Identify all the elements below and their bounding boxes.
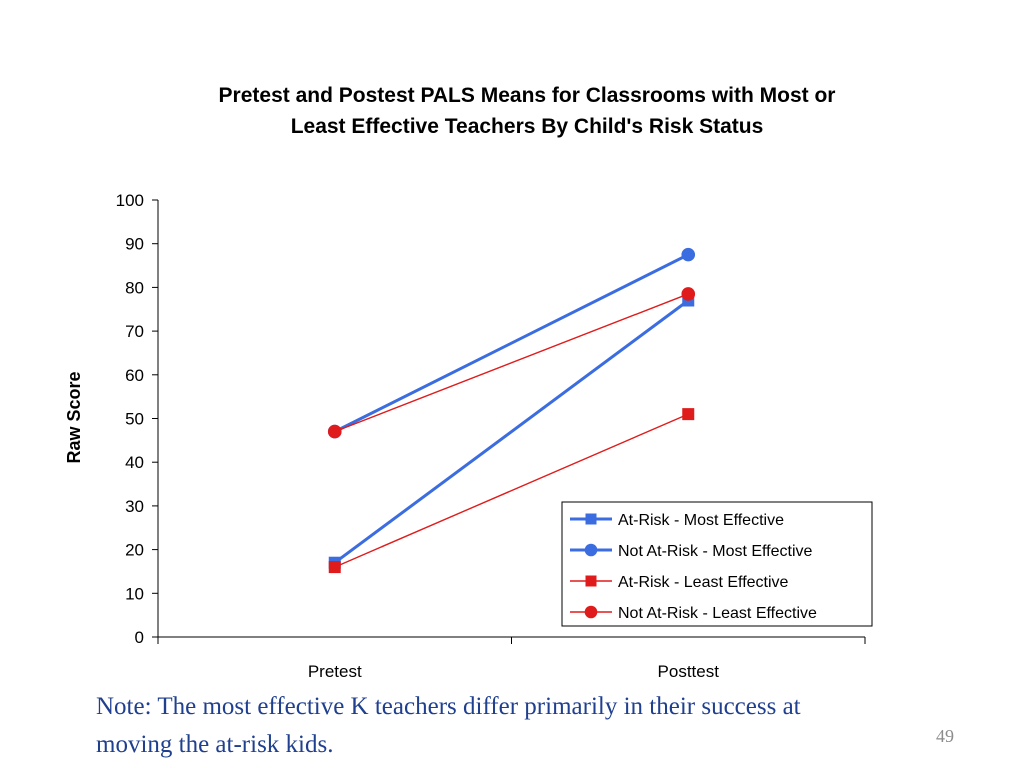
note-line-1: Note: The most effective K teachers diff… (96, 693, 801, 720)
y-axis-title: Raw Score (64, 371, 84, 463)
series-line-3 (334, 413, 689, 568)
x-tick-label: Posttest (658, 662, 720, 681)
line-chart: 0 10 20 30 40 50 60 70 80 90 100 Pretest Posttest Raw… (64, 191, 873, 681)
y-tick-label: 20 (125, 541, 144, 560)
chart-title: Pretest and Postest PALS Means for Class… (0, 80, 1024, 142)
chart-title-line-2: Least Effective Teachers By Child's Risk… (290, 115, 764, 138)
y-tick-label: 100 (116, 191, 144, 210)
slide-note: Note: The most effective K teachers diff… (96, 688, 916, 764)
legend-marker-3 (585, 575, 597, 587)
x-tick-label: Pretest (308, 662, 362, 681)
legend-label-2: Not At-Risk - Most Effective (618, 543, 813, 560)
y-tick-label: 10 (125, 584, 144, 603)
legend-marker-1 (585, 513, 597, 525)
data-point-series-4 (681, 287, 696, 301)
y-tick-label: 80 (125, 278, 144, 297)
legend-marker-2 (584, 543, 598, 557)
data-point-series-4 (327, 424, 342, 439)
note-line-2: moving the at-risk kids. (96, 731, 334, 758)
data-point-series-3 (328, 561, 341, 574)
y-tick-label: 60 (125, 366, 144, 385)
y-tick-label: 70 (125, 322, 144, 341)
legend-box (561, 501, 873, 627)
legend-label-1: At-Risk - Most Effective (618, 512, 784, 529)
y-tick-label: 30 (125, 497, 144, 516)
y-tick-label: 40 (125, 453, 144, 472)
series-line-2 (334, 253, 689, 433)
page-number: 49 (936, 726, 954, 746)
y-tick-label: 90 (125, 235, 144, 254)
series-line-1 (333, 299, 690, 564)
chart-title-line-1: Pretest and Postest PALS Means for Class… (218, 84, 836, 107)
y-tick-label: 50 (125, 410, 144, 429)
legend-label-3: At-Risk - Least Effective (618, 574, 789, 591)
data-point-series-3 (682, 408, 695, 421)
data-point-series-2 (681, 247, 696, 262)
legend-label-4: Not At-Risk - Least Effective (618, 605, 817, 622)
legend-marker-4 (584, 605, 598, 619)
y-tick-label: 0 (135, 628, 144, 647)
series-line-4 (334, 293, 689, 433)
